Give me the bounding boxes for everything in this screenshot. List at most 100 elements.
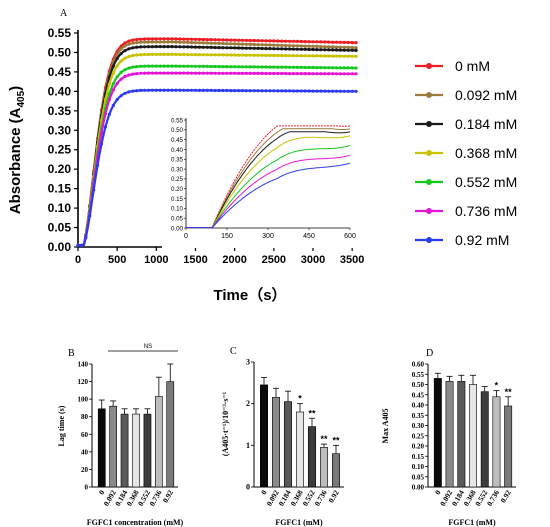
series-point: [201, 41, 205, 45]
series-point: [197, 88, 201, 92]
bar: [331, 453, 340, 488]
series-point: [295, 39, 299, 44]
series-point: [205, 38, 209, 42]
series-point: [217, 65, 221, 69]
series-point: [334, 66, 339, 70]
significance-mark: **: [332, 435, 340, 445]
series-point: [276, 43, 280, 47]
xtick-label: 0: [259, 488, 269, 496]
series-point: [170, 45, 174, 49]
series-point: [346, 89, 350, 93]
xtick-label: 0.92: [498, 488, 512, 504]
series-point: [284, 89, 288, 93]
series-point: [315, 44, 319, 49]
significance-mark: **: [308, 408, 316, 418]
series-point: [338, 48, 342, 52]
series-point: [252, 71, 256, 75]
series-point: [331, 89, 335, 93]
xtick-label: 0.92: [326, 488, 340, 504]
ytick-label: 80: [81, 413, 89, 421]
series-point: [154, 88, 158, 92]
series-point: [315, 66, 319, 70]
series-point: [327, 66, 331, 70]
xlabel: FGFC1 concentration (mM): [87, 518, 184, 527]
series-point: [319, 89, 323, 93]
panel-a-xtick-label: 0: [75, 254, 81, 266]
series-point: [295, 47, 299, 51]
inset-ytick-label: 0.50: [171, 127, 184, 134]
series-point: [182, 71, 186, 75]
series-point: [350, 41, 354, 45]
series-point: [260, 46, 264, 51]
series-2: [76, 45, 358, 247]
series-point: [338, 89, 342, 93]
series-point: [127, 39, 131, 43]
series-point: [323, 54, 327, 58]
series-point: [264, 39, 268, 43]
series-point: [264, 53, 268, 58]
inset-ytick-label: 0.00: [171, 225, 184, 232]
series-point: [131, 46, 135, 50]
series-point: [323, 72, 327, 76]
series-point: [123, 44, 127, 48]
series-point: [244, 71, 248, 75]
series-point: [193, 88, 198, 92]
series-point: [291, 54, 295, 58]
series-point: [123, 41, 127, 45]
series-point: [162, 71, 166, 75]
series-point: [135, 72, 139, 76]
ytick-label: 60: [81, 431, 89, 439]
series-point: [84, 236, 88, 240]
series-point: [119, 77, 123, 81]
panel-letter: D: [426, 348, 433, 359]
panel-a-xtick-label: 3500: [340, 254, 364, 266]
series-point: [162, 88, 166, 92]
series-point: [158, 88, 162, 92]
series-point: [146, 71, 151, 75]
series-0: [76, 37, 358, 247]
series-point: [248, 46, 252, 50]
panel-c: C012300.0920.1840.368*0.552**0.736**0.92…: [221, 346, 344, 527]
series-point: [346, 45, 350, 50]
series-point: [213, 38, 217, 42]
series-point: [264, 65, 268, 69]
series-point: [311, 44, 315, 48]
series-point: [139, 71, 143, 75]
series-point: [182, 64, 186, 68]
series-point: [237, 65, 241, 69]
series-point: [131, 53, 135, 58]
series-point: [182, 45, 186, 49]
inset-ytick-label: 0.55: [171, 117, 184, 124]
series-point: [346, 54, 350, 58]
series-point: [264, 43, 268, 47]
series-6: [76, 88, 358, 247]
ytick-label: 100: [78, 396, 89, 404]
inset-xtick-label: 600: [344, 233, 356, 240]
series-point: [272, 39, 276, 43]
series-point: [139, 37, 143, 41]
legend-marker: [426, 237, 432, 243]
bar: [319, 447, 328, 488]
series-point: [354, 46, 358, 50]
inset-ytick-label: 0.35: [171, 157, 184, 164]
ytick-label: 0.60: [412, 361, 425, 369]
panel-a-xlabel: Time（s）: [213, 286, 286, 304]
series-point: [162, 52, 166, 57]
series-point: [299, 89, 303, 93]
series-point: [338, 66, 342, 70]
series-point: [295, 44, 299, 48]
series-point: [299, 65, 303, 69]
series-point: [284, 47, 288, 51]
series-point: [139, 88, 143, 92]
series-point: [158, 40, 162, 44]
series-point: [174, 37, 178, 41]
series-point: [170, 71, 174, 75]
series-point: [213, 88, 217, 93]
bar: [143, 413, 152, 488]
series-point: [327, 40, 331, 44]
series-point: [240, 65, 245, 69]
series-point: [334, 48, 339, 52]
series-point: [268, 53, 272, 58]
series-point: [154, 52, 158, 57]
series-point: [272, 71, 276, 76]
